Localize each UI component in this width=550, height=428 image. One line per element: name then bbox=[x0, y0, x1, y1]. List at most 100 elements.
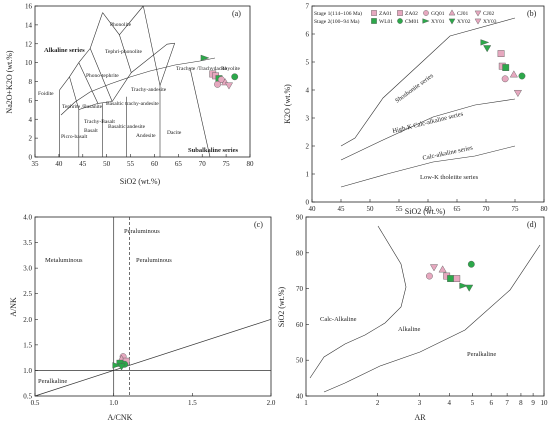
x-tick-label: 5 bbox=[471, 399, 475, 407]
y-tick-label: 1.0 bbox=[23, 367, 32, 375]
legend-stage1: Stage 1(114~106 Ma) bbox=[314, 10, 362, 17]
x-tick-label: 2.0 bbox=[267, 399, 276, 407]
y-tick-label: 2.5 bbox=[23, 290, 32, 298]
y-tick-label: 3.0 bbox=[23, 265, 32, 273]
alkaline-divide bbox=[60, 57, 216, 116]
field-tephrite: Tephrite /Basanite bbox=[62, 104, 103, 110]
field-andesite: Andesite bbox=[136, 133, 156, 139]
x-tick-label: 1.5 bbox=[188, 399, 197, 407]
field-phonolite: Phonolite bbox=[110, 22, 132, 28]
x-tick-label: 45 bbox=[79, 160, 87, 168]
x-tick-label: 0.5 bbox=[31, 399, 40, 407]
calcalkaline-boundary bbox=[309, 225, 407, 379]
legend-marker bbox=[422, 18, 430, 24]
x-tick-label: 50 bbox=[367, 205, 375, 213]
field-trachyte: Trachyte /Trachydacite bbox=[176, 66, 227, 72]
panel-b-ylabel: K2O (wt.%) bbox=[283, 84, 292, 124]
x-tick-label: 10 bbox=[541, 399, 549, 407]
x-tick-label: 4 bbox=[448, 399, 452, 407]
x-tick-label: 75 bbox=[512, 205, 520, 213]
tephrite-line bbox=[69, 76, 80, 110]
panel-b-label: (b) bbox=[527, 9, 537, 18]
legend-label: WL01 bbox=[379, 19, 393, 25]
highk-series-label: High-K Calc-alkaline series bbox=[392, 110, 465, 134]
alkaline-series-label: Alkaline series bbox=[44, 47, 85, 54]
data-point bbox=[453, 275, 461, 282]
data-point bbox=[459, 282, 469, 289]
panel-c-points bbox=[112, 353, 130, 371]
field-peralkaline: Peralkaline bbox=[38, 378, 67, 385]
y-tick-label: 16 bbox=[25, 3, 33, 11]
y-tick-label: 2 bbox=[306, 143, 310, 151]
field-bta: Basaltic trachy-andesite bbox=[106, 101, 159, 107]
x-tick-label: 70 bbox=[199, 160, 207, 168]
y-tick-label: 3.5 bbox=[23, 239, 32, 247]
panel-c: (c) Metaluminous Peraluminous Peralumino… bbox=[9, 214, 276, 423]
y-tick-label: 40 bbox=[296, 393, 304, 401]
y-tick-label: 2.0 bbox=[23, 316, 32, 324]
tephriphonolite-line bbox=[119, 5, 144, 35]
panel-b: (b) Shoshonite series High-K Calc-alkali… bbox=[283, 3, 548, 217]
legend-label: XY03 bbox=[483, 19, 497, 25]
legend-label: ZA01 bbox=[379, 11, 392, 17]
y-tick-label: 6 bbox=[29, 97, 33, 105]
x-tick-label: 65 bbox=[175, 160, 183, 168]
x-tick-label: 55 bbox=[396, 205, 404, 213]
field-basalt: Basalt bbox=[84, 128, 98, 134]
legend-marker bbox=[397, 10, 403, 16]
field-picrobasalt: Picro-basalt bbox=[61, 134, 88, 140]
y-tick-label: 10 bbox=[25, 59, 33, 67]
y-tick-label: 12 bbox=[25, 40, 33, 48]
y-tick-label: 90 bbox=[296, 214, 304, 222]
panel-c-ticks: 0.5 1.0 1.5 2.0 0.5 1.0 1.5 2.0 2.5 3.0 3.5 4.0 bbox=[23, 214, 276, 408]
bta-line bbox=[89, 48, 113, 102]
data-point bbox=[480, 39, 490, 46]
shoshonite-series-label: Shoshonite series bbox=[394, 72, 435, 105]
panel-b-points bbox=[480, 39, 526, 98]
field-rhyolite: Rhyolite bbox=[221, 66, 241, 72]
y-tick-label: 8 bbox=[29, 78, 33, 86]
x-tick-label: 55 bbox=[127, 160, 135, 168]
panel-d-xlabel: AR bbox=[414, 413, 426, 422]
x-tick-label: 45 bbox=[338, 205, 346, 213]
field-dacite: Dacite bbox=[167, 130, 182, 136]
y-tick-label: 2 bbox=[29, 135, 33, 143]
y-tick-label: 60 bbox=[296, 321, 304, 329]
panel-b-frame bbox=[311, 5, 545, 203]
legend-marker bbox=[423, 10, 429, 16]
y-tick-label: 4 bbox=[306, 87, 310, 95]
legend-label: GQ01 bbox=[431, 11, 445, 17]
x-tick-label: 6 bbox=[489, 399, 493, 407]
legend-marker bbox=[371, 18, 377, 24]
legend-marker bbox=[397, 18, 403, 24]
calcalkaline-line bbox=[340, 145, 516, 188]
panel-d-ticks: 1 2 3 4 5 6 7 8 9 10 40 50 60 70 80 90 bbox=[296, 214, 548, 408]
legend-marker bbox=[448, 9, 456, 16]
panel-d-ylabel: SiO2 (wt.%) bbox=[277, 286, 286, 327]
legend-label: ZA02 bbox=[405, 11, 418, 17]
y-tick-label: 1.5 bbox=[23, 341, 32, 349]
calcalkaline-series-label: Calc-alkaline series bbox=[422, 144, 474, 162]
x-tick-label: 3 bbox=[418, 399, 422, 407]
field-peraluminous-upper: Peraluminous bbox=[124, 228, 160, 235]
panel-d-frame bbox=[305, 216, 545, 397]
field-trachybasalt: Trachy-Basalt bbox=[84, 119, 115, 125]
panel-c-label: (c) bbox=[254, 220, 263, 229]
panel-d-label: (d) bbox=[527, 220, 537, 229]
x-tick-label: 40 bbox=[309, 205, 317, 213]
y-tick-label: 4.0 bbox=[23, 214, 32, 222]
rhyolite-line bbox=[189, 67, 211, 158]
y-tick-label: 14 bbox=[25, 21, 33, 29]
y-tick-label: 0 bbox=[306, 199, 310, 207]
trachybasalt-line bbox=[78, 62, 99, 104]
y-tick-label: 50 bbox=[296, 357, 304, 365]
panel-a: (a) Phonolite Tephri-phonolite Phono-tep… bbox=[5, 3, 254, 187]
data-point bbox=[224, 82, 234, 90]
y-tick-label: 3 bbox=[306, 115, 310, 123]
legend-marker bbox=[474, 18, 482, 25]
panel-a-boundaries bbox=[59, 5, 216, 158]
field-alkaline: Alkaline bbox=[398, 326, 420, 333]
equal-line bbox=[34, 318, 272, 397]
x-tick-label: 70 bbox=[483, 205, 491, 213]
